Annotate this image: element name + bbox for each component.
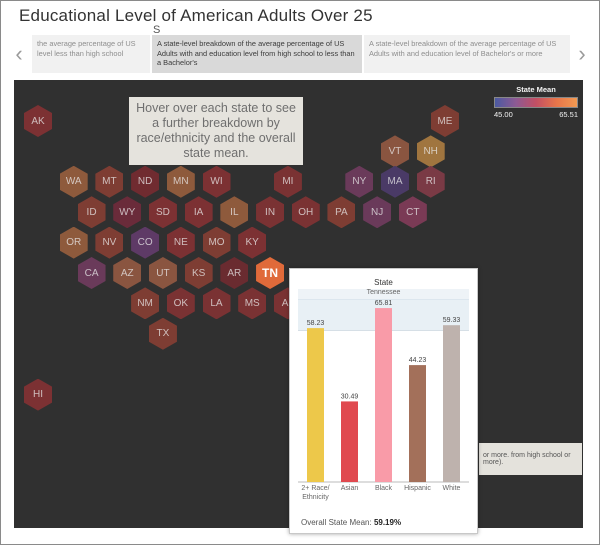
state-hex-pa[interactable]: PA: [327, 196, 356, 229]
state-hex-me[interactable]: ME: [430, 105, 459, 137]
story-point-3-line2: Adults with and education level of Bache…: [369, 48, 543, 58]
tooltip: State Tennessee 58.23 2+ Race/Ethnicity 30…: [289, 268, 478, 534]
legend-gradient: [494, 97, 578, 108]
state-hex-wa[interactable]: WA: [59, 165, 88, 198]
story-point-2-line1: A state-level breakdown of the average p…: [157, 39, 345, 48]
state-hex-nd[interactable]: ND: [131, 165, 160, 198]
state-hex-wy[interactable]: WY: [113, 196, 142, 229]
state-hex-ny[interactable]: NY: [345, 165, 374, 198]
story-point-1-line2: level less than high school: [37, 48, 124, 58]
state-hex-nv[interactable]: NV: [95, 226, 124, 259]
state-hex-oh[interactable]: OH: [291, 196, 320, 229]
state-hex-ms[interactable]: MS: [238, 287, 267, 320]
state-hex-ky[interactable]: KY: [238, 226, 267, 259]
bar-value-label-1: 30.49: [341, 393, 359, 400]
state-hex-ok[interactable]: OK: [166, 287, 195, 320]
state-hex-or[interactable]: OR: [59, 226, 88, 259]
legend-max: 65.51: [559, 110, 578, 119]
bar-1[interactable]: [341, 401, 358, 482]
bar-value-label-4: 59.33: [443, 317, 461, 324]
bar-value-label-0: 58.23: [307, 320, 325, 327]
tooltip-state: Tennessee: [298, 289, 469, 299]
bar-3[interactable]: [409, 365, 426, 482]
state-hex-vt[interactable]: VT: [381, 135, 409, 168]
state-hex-ma[interactable]: MA: [381, 165, 409, 198]
state-hex-il[interactable]: IL: [220, 196, 249, 229]
state-hex-tn[interactable]: TN: [256, 257, 285, 289]
page-title: Educational Level of American Adults Ove…: [19, 6, 373, 25]
state-mean-value: 59.19%: [373, 518, 402, 527]
bar-value-label-3: 44.23: [409, 357, 427, 364]
tooltip-footer: Overall State Mean: 59.19%: [301, 518, 401, 527]
bar-2[interactable]: [375, 308, 392, 482]
bar-0[interactable]: [307, 328, 324, 482]
hover-hint: Hover over each state to see a further b…: [129, 97, 303, 165]
chevron-left-icon[interactable]: ‹: [15, 41, 23, 66]
story-point-2[interactable]: A state-level breakdown of the average p…: [152, 35, 362, 73]
state-hex-mo[interactable]: MO: [202, 226, 231, 259]
state-hex-tx[interactable]: TX: [148, 317, 177, 350]
category-label-3: Hispanic: [404, 485, 431, 492]
state-hex-mi[interactable]: MI: [273, 165, 302, 198]
bar-4[interactable]: [443, 325, 460, 482]
state-hex-az[interactable]: AZ: [113, 257, 142, 289]
state-hex-nj[interactable]: NJ: [363, 196, 392, 229]
bar-value-label-2: 65.81: [375, 300, 393, 307]
state-hex-ks[interactable]: KS: [184, 257, 213, 289]
state-hex-ar[interactable]: AR: [220, 257, 249, 289]
story-navigator: ‹ the average percentage of US level les…: [8, 35, 590, 73]
state-hex-ak[interactable]: AK: [24, 105, 52, 137]
state-mean-label: Overall State Mean:: [301, 518, 372, 527]
category-label-2: Black: [375, 485, 393, 492]
legend-min: 45.00: [494, 110, 513, 119]
story-point-3-line1: A state-level breakdown of the average p…: [369, 39, 557, 48]
state-hex-ri[interactable]: RI: [416, 165, 445, 198]
story-point-1-line1: the average percentage of US: [37, 39, 136, 48]
category-label-1: Asian: [341, 485, 359, 492]
bar-chart: 58.23 2+ Race/Ethnicity 30.49 Asian 65.81 Bla…: [298, 300, 469, 501]
state-hex-sd[interactable]: SD: [148, 196, 177, 229]
state-hex-la[interactable]: LA: [202, 287, 231, 320]
tooltip-heading: State: [374, 278, 393, 287]
chevron-right-icon[interactable]: ›: [578, 41, 586, 66]
state-hex-ne[interactable]: NE: [166, 226, 195, 259]
state-hex-hi[interactable]: HI: [24, 378, 52, 411]
state-hex-wi[interactable]: WI: [202, 165, 231, 198]
color-legend: State Mean 45.00 65.51: [494, 85, 578, 119]
side-panel: or more. from high school or more).: [479, 443, 582, 475]
state-hex-nm[interactable]: NM: [131, 287, 160, 320]
legend-title: State Mean: [516, 85, 556, 94]
story-point-3[interactable]: A state-level breakdown of the average p…: [364, 35, 570, 73]
story-point-2-line2: Adults with and education level from hig…: [157, 48, 355, 58]
state-hex-nh[interactable]: NH: [416, 135, 445, 168]
category-label-0: 2+ Race/Ethnicity: [301, 485, 329, 501]
state-hex-ut[interactable]: UT: [148, 257, 177, 289]
state-hex-ia[interactable]: IA: [184, 196, 213, 229]
state-hex-co[interactable]: CO: [131, 226, 160, 259]
story-point-1[interactable]: the average percentage of US level less …: [32, 35, 150, 73]
state-hex-mn[interactable]: MN: [166, 165, 195, 198]
state-hex-id[interactable]: ID: [77, 196, 106, 229]
state-hex-in[interactable]: IN: [256, 196, 285, 229]
state-hex-mt[interactable]: MT: [95, 165, 124, 198]
story-point-2-line3: a Bachelor's: [157, 58, 198, 67]
stray-text: S: [153, 24, 161, 36]
category-label-4: White: [443, 485, 461, 492]
state-hex-ct[interactable]: CT: [398, 196, 427, 229]
state-hex-ca[interactable]: CA: [77, 257, 106, 289]
